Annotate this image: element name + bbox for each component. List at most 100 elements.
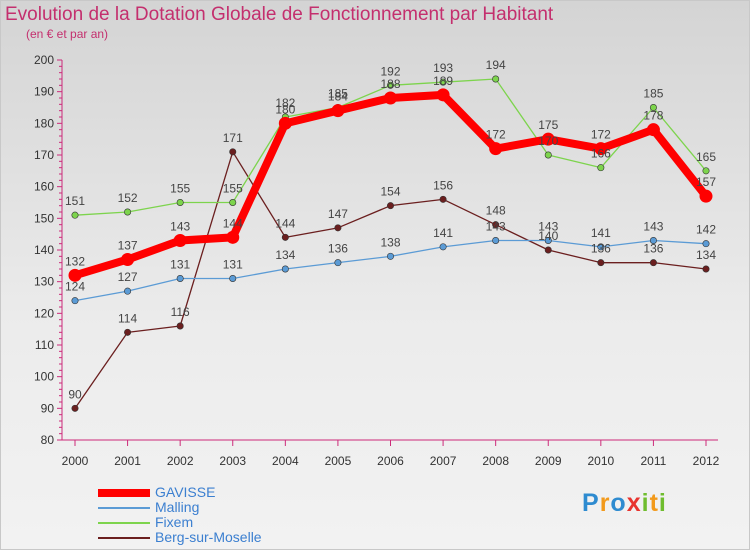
data-point-berg-sur-moselle: [386, 202, 394, 210]
chart-subtitle: (en € et par an): [26, 27, 109, 41]
data-point-malling: [176, 274, 184, 282]
data-label-fixem: 170: [538, 134, 558, 148]
logo-letter: x: [626, 489, 642, 517]
data-label-malling: 143: [643, 220, 663, 234]
data-point-gavisse: [226, 230, 240, 244]
data-label-berg-sur-moselle: 144: [275, 216, 295, 230]
data-point-fixem: [229, 199, 237, 207]
data-point-fixem: [386, 81, 394, 89]
data-label-malling: 138: [380, 235, 400, 249]
chart-legend: GAVISSE Malling Fixem Berg-sur-Moselle: [98, 485, 318, 545]
data-point-malling: [544, 237, 552, 245]
y-tick-label: 90: [41, 401, 55, 415]
legend-swatch: [98, 507, 150, 509]
data-point-gavisse: [699, 189, 713, 203]
data-point-berg-sur-moselle: [281, 233, 289, 241]
logo-letter: r: [599, 489, 611, 517]
legend-label: Malling: [155, 499, 200, 515]
data-label-malling: 124: [65, 280, 85, 294]
y-tick-label: 190: [34, 85, 54, 99]
data-point-berg-sur-moselle: [597, 259, 605, 267]
legend-label: Berg-sur-Moselle: [155, 529, 262, 545]
data-label-malling: 127: [118, 270, 138, 284]
data-point-malling: [492, 237, 500, 245]
data-label-berg-sur-moselle: 136: [643, 242, 663, 256]
data-label-fixem: 151: [65, 194, 85, 208]
y-tick-label: 130: [34, 275, 54, 289]
legend-label: GAVISSE: [155, 484, 216, 500]
data-label-gavisse: 132: [65, 254, 85, 268]
data-label-berg-sur-moselle: 116: [171, 305, 190, 319]
x-tick-label: 2008: [482, 454, 509, 468]
data-label-berg-sur-moselle: 147: [328, 207, 348, 221]
data-label-gavisse: 143: [170, 220, 190, 234]
y-tick-label: 80: [41, 433, 55, 447]
data-point-gavisse: [278, 116, 292, 130]
data-label-malling: 143: [486, 220, 506, 234]
data-point-gavisse: [384, 91, 397, 105]
legend-item: Berg-sur-Moselle: [98, 530, 318, 545]
data-label-berg-sur-moselle: 140: [538, 229, 558, 243]
data-point-berg-sur-moselle: [492, 221, 500, 229]
legend-item: Fixem: [98, 515, 318, 530]
data-point-malling: [386, 252, 394, 260]
data-label-berg-sur-moselle: 148: [486, 204, 506, 218]
chart-title: Evolution de la Dotation Globale de Fonc…: [5, 4, 554, 25]
x-tick-label: 2010: [587, 454, 614, 468]
data-point-gavisse: [541, 132, 555, 146]
data-label-fixem: 185: [643, 87, 663, 101]
logo-letter: i: [658, 489, 667, 517]
data-label-malling: 141: [591, 226, 611, 240]
x-tick-label: 2003: [219, 454, 246, 468]
data-point-berg-sur-moselle: [71, 404, 79, 412]
proxiti-logo: Proxiti: [582, 489, 667, 518]
data-point-malling: [229, 274, 237, 282]
data-label-gavisse: 184: [328, 90, 348, 104]
data-point-berg-sur-moselle: [439, 195, 447, 203]
data-label-gavisse: 180: [275, 102, 295, 116]
data-label-berg-sur-moselle: 156: [433, 178, 453, 192]
logo-letter: o: [610, 489, 627, 517]
y-tick-label: 140: [34, 243, 54, 257]
data-label-fixem: 165: [696, 150, 716, 164]
x-tick-label: 2011: [641, 454, 667, 468]
data-label-berg-sur-moselle: 114: [118, 311, 137, 325]
data-point-malling: [649, 237, 657, 245]
data-label-fixem: 193: [433, 61, 453, 75]
data-label-gavisse: 178: [643, 109, 663, 123]
y-tick-label: 160: [34, 180, 54, 194]
legend-item: GAVISSE: [98, 485, 318, 500]
legend-item: Malling: [98, 500, 318, 515]
x-tick-label: 2001: [114, 454, 141, 468]
data-point-gavisse: [331, 104, 345, 118]
x-tick-label: 2009: [535, 454, 562, 468]
data-label-gavisse: 137: [118, 239, 138, 253]
data-label-berg-sur-moselle: 136: [591, 242, 611, 256]
data-point-berg-sur-moselle: [124, 328, 132, 336]
data-label-berg-sur-moselle: 134: [696, 248, 716, 262]
y-tick-label: 200: [34, 53, 54, 67]
x-tick-label: 2006: [377, 454, 404, 468]
data-point-gavisse: [436, 88, 450, 102]
data-point-gavisse: [173, 234, 187, 247]
legend-label: Fixem: [155, 514, 194, 530]
x-tick-label: 2002: [167, 454, 194, 468]
data-point-berg-sur-moselle: [702, 265, 710, 273]
data-point-malling: [439, 243, 447, 251]
data-point-gavisse: [68, 268, 82, 282]
data-point-malling: [334, 259, 342, 267]
data-label-fixem: 166: [591, 147, 611, 161]
logo-letter: t: [649, 489, 659, 517]
logo-letter: i: [641, 489, 650, 517]
data-point-fixem: [492, 75, 500, 83]
data-point-fixem: [597, 164, 605, 172]
data-label-gavisse: 157: [696, 175, 716, 189]
data-point-berg-sur-moselle: [176, 322, 184, 330]
data-label-fixem: 194: [486, 58, 506, 72]
data-point-fixem: [702, 167, 710, 175]
data-label-malling: 143: [538, 220, 558, 234]
data-label-fixem: 185: [328, 87, 348, 101]
x-tick-label: 2005: [325, 454, 352, 468]
x-tick-label: 2007: [430, 454, 457, 468]
